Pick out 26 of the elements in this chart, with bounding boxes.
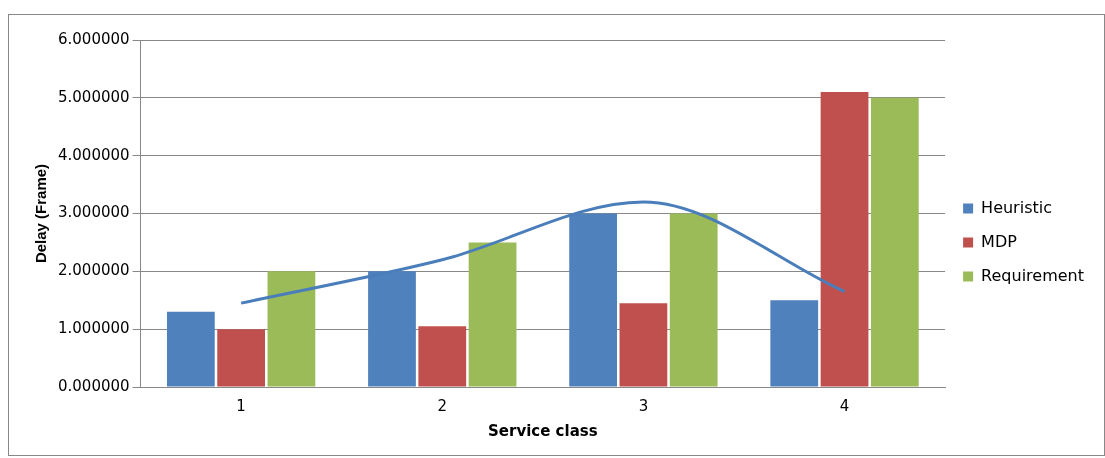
- legend-label: MDP: [981, 231, 1018, 251]
- bar: [820, 92, 869, 387]
- x-tick-label: 3: [638, 396, 649, 415]
- x-tick-label: 2: [437, 396, 448, 415]
- bar: [770, 300, 819, 387]
- y-tick-label: 2.000000: [57, 261, 130, 280]
- legend-label: Requirement: [981, 265, 1085, 285]
- bar: [217, 329, 266, 387]
- y-tick-label: 4.000000: [57, 145, 130, 164]
- x-tick-label: 1: [236, 396, 246, 415]
- bar: [418, 326, 467, 387]
- x-axis-title: Service class: [488, 421, 598, 440]
- legend-label: Heuristic: [981, 197, 1052, 217]
- y-axis-title: Delay (Frame): [32, 163, 50, 264]
- bar: [870, 97, 919, 387]
- y-tick-label: 1.000000: [57, 319, 130, 338]
- bar: [669, 213, 718, 387]
- x-tick-label: 4: [839, 396, 850, 415]
- bar: [619, 303, 668, 387]
- y-tick-label: 3.000000: [57, 203, 130, 222]
- y-tick-label: 5.000000: [57, 87, 130, 106]
- bar: [267, 271, 316, 387]
- bar: [166, 311, 215, 387]
- bar: [468, 242, 517, 387]
- y-tick-label: 6.000000: [57, 29, 130, 48]
- y-tick-label: 0.000000: [57, 376, 130, 395]
